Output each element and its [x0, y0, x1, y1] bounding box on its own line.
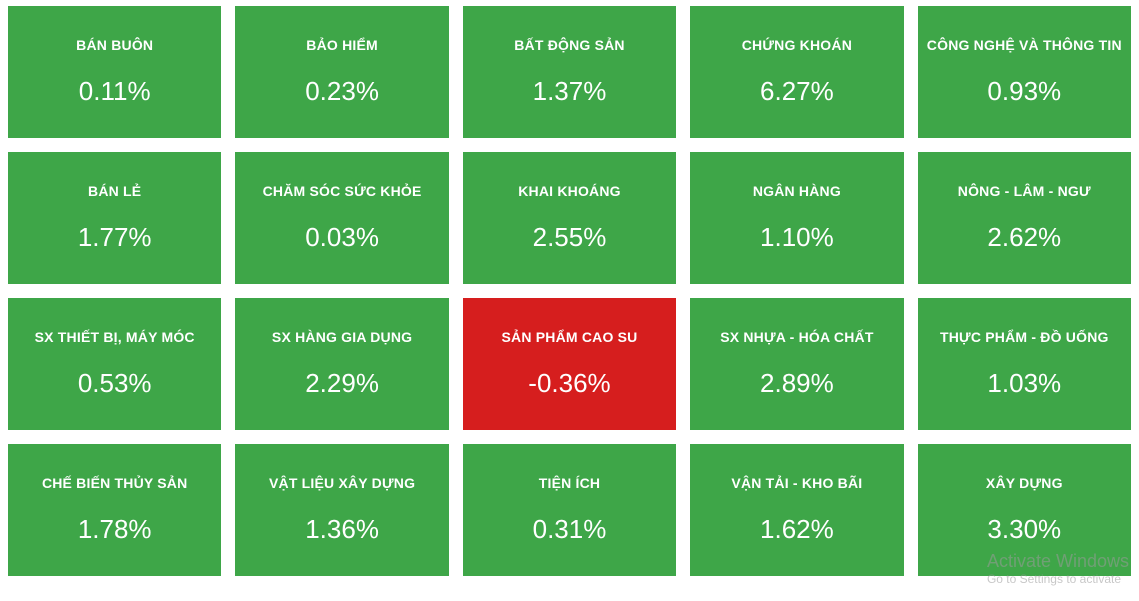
sector-tile-value: 1.36% — [305, 514, 379, 545]
sector-tile-label: CÔNG NGHỆ VÀ THÔNG TIN — [927, 37, 1122, 55]
sector-tile-label: BÁN LẺ — [88, 183, 141, 201]
sector-tile[interactable]: KHAI KHOÁNG 2.55% — [463, 152, 676, 284]
sector-tile-label: CHỨNG KHOÁN — [742, 37, 852, 55]
sector-tile-value: 1.62% — [760, 514, 834, 545]
sector-tile-label: BẤT ĐỘNG SẢN — [514, 37, 625, 55]
sector-tile-label: CHĂM SÓC SỨC KHỎE — [263, 183, 422, 201]
sector-tile-label: SẢN PHẨM CAO SU — [501, 329, 637, 347]
sector-tile-value: 0.31% — [533, 514, 607, 545]
sector-tile-value: 0.03% — [305, 222, 379, 253]
sector-tile-label: SX NHỰA - HÓA CHẤT — [720, 329, 873, 347]
sector-tile-value: 1.37% — [533, 76, 607, 107]
sector-tile[interactable]: CHẾ BIẾN THỦY SẢN 1.78% — [8, 444, 221, 576]
sector-tile[interactable]: CÔNG NGHỆ VÀ THÔNG TIN 0.93% — [918, 6, 1131, 138]
sector-tile-value: 0.11% — [79, 76, 151, 107]
sector-tile-value: -0.36% — [528, 368, 610, 399]
sector-tile-label: BẢO HIỂM — [306, 37, 378, 55]
sector-tile-value: 2.62% — [987, 222, 1061, 253]
sector-tile-label: XÂY DỰNG — [986, 475, 1063, 493]
sector-tile-label: NGÂN HÀNG — [753, 183, 841, 201]
sector-tile-label: BÁN BUÔN — [76, 37, 153, 55]
sector-tile-value: 1.10% — [760, 222, 834, 253]
sector-heatmap-grid: BÁN BUÔN 0.11% BẢO HIỂM 0.23% BẤT ĐỘNG SẢN 1.… — [8, 6, 1131, 576]
sector-tile[interactable]: NGÂN HÀNG 1.10% — [690, 152, 903, 284]
sector-tile[interactable]: BÁN BUÔN 0.11% — [8, 6, 221, 138]
sector-tile-label: SX THIẾT BỊ, MÁY MÓC — [35, 329, 195, 347]
sector-tile-label: NÔNG - LÂM - NGƯ — [958, 183, 1091, 201]
sector-tile[interactable]: XÂY DỰNG 3.30% — [918, 444, 1131, 576]
sector-tile[interactable]: VẬN TẢI - KHO BÃI 1.62% — [690, 444, 903, 576]
sector-tile-label: TIỆN ÍCH — [539, 475, 601, 493]
sector-tile[interactable]: CHĂM SÓC SỨC KHỎE 0.03% — [235, 152, 448, 284]
sector-tile[interactable]: BẤT ĐỘNG SẢN 1.37% — [463, 6, 676, 138]
sector-tile[interactable]: THỰC PHẨM - ĐỒ UỐNG 1.03% — [918, 298, 1131, 430]
sector-tile-label: VẬT LIỆU XÂY DỰNG — [269, 475, 415, 493]
sector-tile-label: CHẾ BIẾN THỦY SẢN — [42, 475, 188, 493]
sector-tile[interactable]: BẢO HIỂM 0.23% — [235, 6, 448, 138]
sector-tile-value: 1.77% — [78, 222, 152, 253]
sector-tile-label: SX HÀNG GIA DỤNG — [272, 329, 412, 347]
sector-tile-label: THỰC PHẨM - ĐỒ UỐNG — [940, 329, 1109, 347]
sector-tile-label: VẬN TẢI - KHO BÃI — [731, 475, 862, 493]
sector-tile[interactable]: VẬT LIỆU XÂY DỰNG 1.36% — [235, 444, 448, 576]
sector-tile[interactable]: BÁN LẺ 1.77% — [8, 152, 221, 284]
sector-tile-value: 0.53% — [78, 368, 152, 399]
sector-tile-value: 0.93% — [987, 76, 1061, 107]
sector-tile[interactable]: SX NHỰA - HÓA CHẤT 2.89% — [690, 298, 903, 430]
sector-tile-label: KHAI KHOÁNG — [518, 183, 621, 201]
sector-tile[interactable]: TIỆN ÍCH 0.31% — [463, 444, 676, 576]
sector-tile[interactable]: NÔNG - LÂM - NGƯ 2.62% — [918, 152, 1131, 284]
sector-tile-value: 1.78% — [78, 514, 152, 545]
sector-tile[interactable]: CHỨNG KHOÁN 6.27% — [690, 6, 903, 138]
sector-tile[interactable]: SX THIẾT BỊ, MÁY MÓC 0.53% — [8, 298, 221, 430]
sector-tile-value: 2.89% — [760, 368, 834, 399]
sector-tile-value: 0.23% — [305, 76, 379, 107]
sector-tile[interactable]: SẢN PHẨM CAO SU -0.36% — [463, 298, 676, 430]
sector-tile-value: 1.03% — [987, 368, 1061, 399]
sector-tile[interactable]: SX HÀNG GIA DỤNG 2.29% — [235, 298, 448, 430]
sector-tile-value: 3.30% — [987, 514, 1061, 545]
sector-tile-value: 6.27% — [760, 76, 834, 107]
sector-tile-value: 2.29% — [305, 368, 379, 399]
sector-tile-value: 2.55% — [533, 222, 607, 253]
